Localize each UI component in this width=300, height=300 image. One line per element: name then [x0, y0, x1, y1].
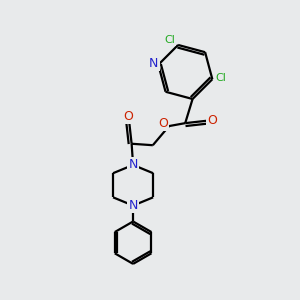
Text: N: N — [128, 158, 138, 171]
Text: O: O — [207, 114, 217, 127]
Text: N: N — [149, 57, 159, 70]
Text: O: O — [123, 110, 133, 123]
Text: Cl: Cl — [164, 35, 175, 45]
Text: Cl: Cl — [215, 73, 226, 83]
Text: O: O — [158, 117, 168, 130]
Text: N: N — [128, 199, 138, 212]
